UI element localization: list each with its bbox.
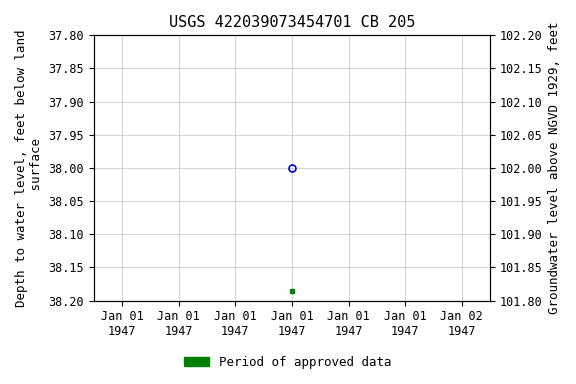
Y-axis label: Groundwater level above NGVD 1929, feet: Groundwater level above NGVD 1929, feet xyxy=(548,22,561,314)
Y-axis label: Depth to water level, feet below land
 surface: Depth to water level, feet below land su… xyxy=(15,29,43,307)
Legend: Period of approved data: Period of approved data xyxy=(179,351,397,374)
Title: USGS 422039073454701 CB 205: USGS 422039073454701 CB 205 xyxy=(169,15,415,30)
